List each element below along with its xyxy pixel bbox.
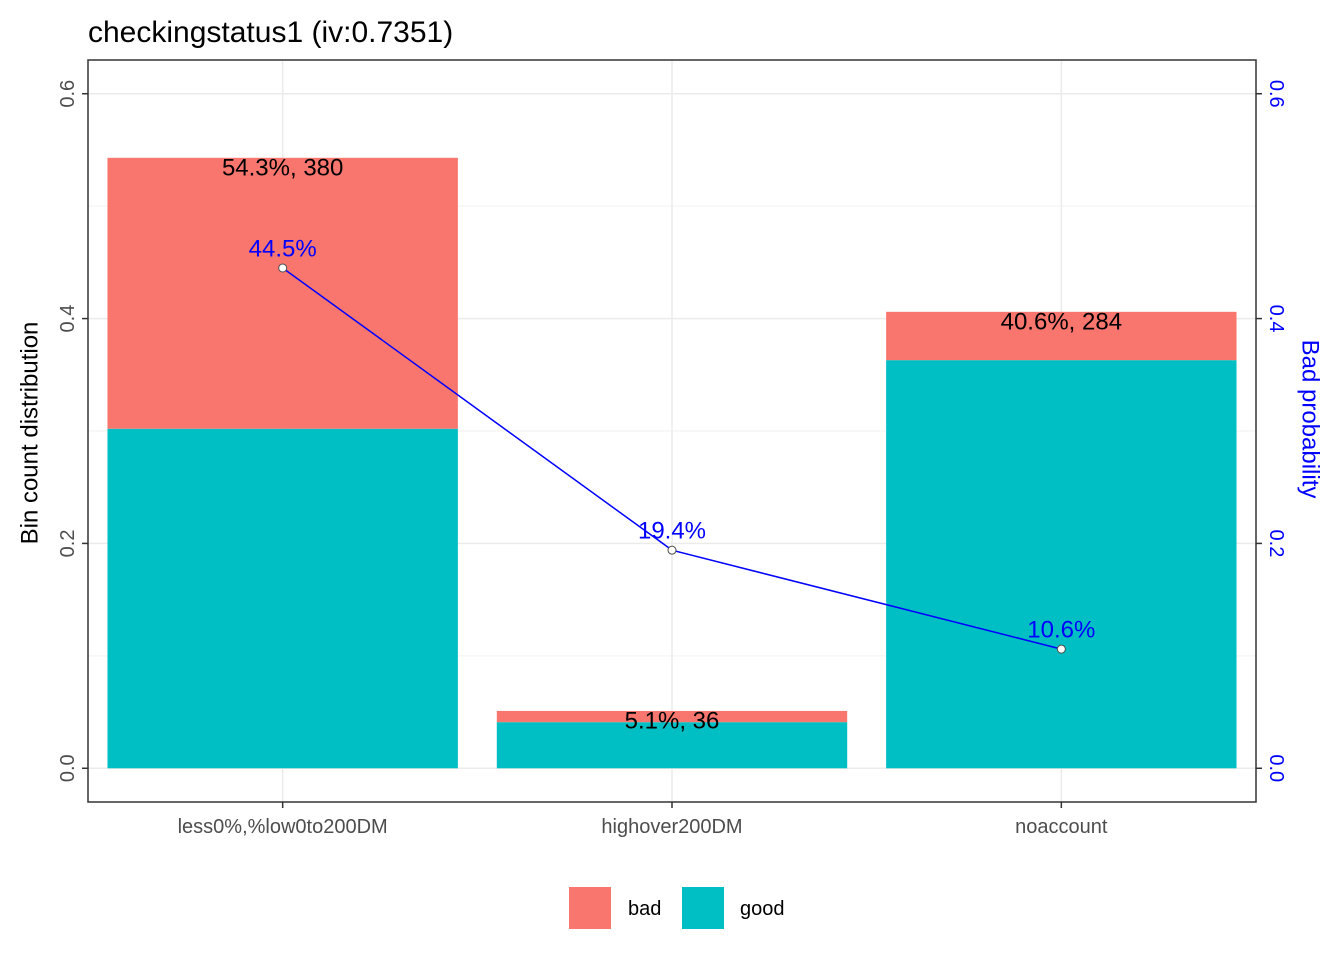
chart-title: checkingstatus1 (iv:0.7351) [88,16,453,49]
x-tick-label: highover200DM [601,816,742,838]
y-tick-label: 0.0 [57,754,79,782]
bar-good [107,428,458,769]
x-tick-label: less0%,%low0to200DM [178,816,388,838]
x-tick-label: noaccount [1015,816,1108,838]
bar-label: 5.1%, 36 [625,707,720,734]
y2-tick-label: 0.6 [1265,80,1287,108]
line-layer [278,263,1066,654]
y-tick-label: 0.2 [57,530,79,558]
legend: bad good [569,887,785,929]
bar-layer [107,157,1237,769]
label-layer: 54.3%, 380 5.1%, 36 40.6%, 284 44.5% 19.4% 10… [222,154,1122,734]
legend-key-bad [569,887,611,929]
bad-probability-label: 19.4% [638,518,706,545]
bar-label: 54.3%, 380 [222,154,343,181]
legend-label-good: good [740,898,785,920]
bar-good [496,722,848,769]
bar-bad [107,157,458,429]
axis-layer: 0.0 0.0 0.2 0.2 0.4 0.4 0.6 0.6 less0%,%low0to20… [17,59,1324,838]
y2-tick-label: 0.4 [1265,305,1287,333]
bad-probability-label: 10.6% [1027,617,1095,644]
y-axis-title: Bin count distribution [17,322,44,545]
y2-axis-title: Bad probability [1297,340,1324,499]
bad-probability-point [278,263,288,273]
bar-bad [886,311,1237,361]
y-tick-label: 0.4 [57,305,79,333]
y2-tick-label: 0.0 [1265,754,1287,782]
bad-probability-point [667,545,677,555]
bad-probability-label: 44.5% [249,235,317,262]
bar-label: 40.6%, 284 [1001,308,1122,335]
y2-tick-label: 0.2 [1265,530,1287,558]
bar-good [886,360,1237,769]
legend-label-bad: bad [628,898,661,920]
legend-key-good [682,887,724,929]
y-tick-label: 0.6 [57,80,79,108]
bar-bad [496,710,848,723]
bad-probability-point [1056,644,1066,654]
